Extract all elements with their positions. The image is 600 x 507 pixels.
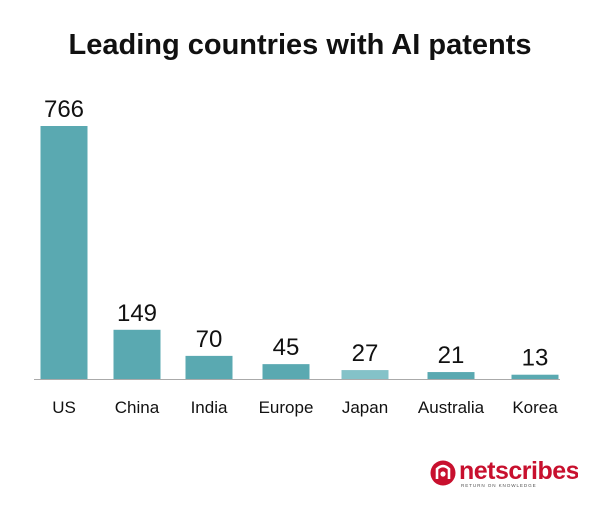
category-label-australia: Australia: [418, 398, 485, 417]
value-label-japan: 27: [352, 340, 379, 367]
value-label-india: 70: [196, 326, 223, 353]
netscribes-logo-icon: [430, 460, 456, 486]
category-label-europe: Europe: [259, 398, 314, 417]
bar-china: [113, 329, 161, 379]
category-label-india: India: [191, 398, 228, 417]
value-label-europe: 45: [273, 334, 300, 361]
bar-australia: [427, 372, 475, 379]
bars-group: [40, 126, 559, 379]
bar-korea: [511, 374, 559, 379]
bar-us: [40, 126, 88, 379]
logo-tagline: RETURN ON KNOWLEDGE: [461, 483, 537, 488]
logo-wordmark: netscribes: [459, 457, 578, 485]
category-label-japan: Japan: [342, 398, 388, 417]
category-label-us: US: [52, 398, 76, 417]
category-labels-group: US China India Europe Japan Australia Korea: [52, 398, 558, 417]
value-labels-group: 766 149 70 45 27 21 13: [44, 96, 548, 372]
value-label-korea: 13: [522, 345, 549, 372]
value-label-australia: 21: [438, 342, 465, 369]
category-label-china: China: [115, 398, 160, 417]
bar-japan: [341, 370, 389, 379]
bar-india: [185, 355, 233, 379]
value-label-us: 766: [44, 96, 84, 123]
bar-europe: [262, 364, 310, 379]
netscribes-logo: netscribes RETURN ON KNOWLEDGE: [430, 457, 578, 488]
value-label-china: 149: [117, 300, 157, 327]
category-label-korea: Korea: [512, 398, 558, 417]
chart-title: Leading countries with AI patents: [69, 29, 532, 61]
